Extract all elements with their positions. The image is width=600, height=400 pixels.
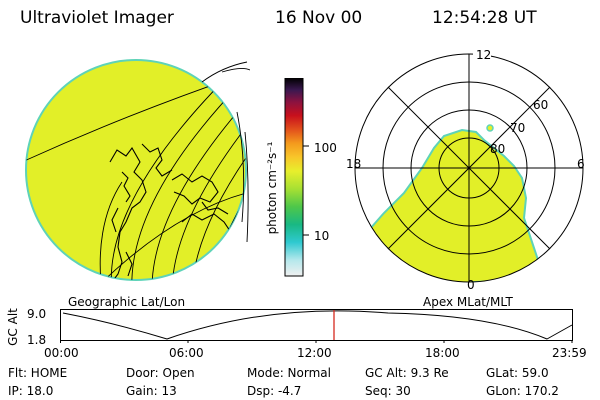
geo-grid-outside	[201, 61, 250, 243]
colorbar-scale	[284, 78, 304, 277]
colorbar-label-10: 10	[314, 229, 330, 243]
mlt-label-top-bg	[473, 48, 491, 61]
mlat-label-70: 70	[510, 121, 526, 135]
dsp-value: Dsp: -4.7	[247, 384, 302, 398]
mode-status: Mode: Normal	[247, 366, 331, 380]
altitude-xtick-2: 12:00	[297, 346, 332, 360]
mlt-label-18: 18	[346, 157, 362, 171]
gain-value: Gain: 13	[126, 384, 177, 398]
colorbar-label-100: 100	[314, 141, 337, 155]
altitude-xtick-1: 06:00	[169, 346, 204, 360]
colorbar-unit-label: photon cm⁻²s⁻¹	[265, 141, 279, 235]
mlt-label-6: 6	[577, 157, 585, 171]
altitude-xticks	[60, 340, 573, 343]
ip-value: IP: 18.0	[8, 384, 54, 398]
geographic-latitude: GLat: 59.0	[486, 366, 549, 380]
polar-grid	[354, 53, 584, 283]
polar-emission-spot	[486, 124, 494, 132]
altitude-plot-frame	[60, 309, 573, 341]
flight-status: Flt: HOME	[8, 366, 68, 380]
mlt-label-0: 0	[467, 278, 475, 292]
altitude-ylabel: GC Alt	[6, 308, 20, 346]
geo-image-disk	[25, 59, 247, 281]
altitude-plot	[60, 309, 573, 343]
polar-image	[354, 48, 584, 283]
apex-panel-label: Apex MLat/MLT	[423, 295, 513, 309]
polar-emission	[360, 128, 546, 282]
colorbar	[284, 78, 309, 277]
geographic-longitude: GLon: 170.2	[486, 384, 559, 398]
altitude-ytick-min: 1.8	[27, 333, 47, 347]
altitude-xtick-4: 23:59	[552, 346, 587, 360]
door-status: Door: Open	[126, 366, 195, 380]
altitude-ytick-max: 9.0	[27, 307, 47, 321]
time-label: 12:54:28 UT	[432, 8, 537, 28]
mlat-label-60: 60	[533, 98, 549, 112]
gc-altitude: GC Alt: 9.3 Re	[365, 366, 449, 380]
geographic-panel-label: Geographic Lat/Lon	[68, 295, 186, 309]
date-label: 16 Nov 00	[275, 8, 363, 28]
instrument-title: Ultraviolet Imager	[20, 8, 174, 28]
altitude-curve	[62, 310, 573, 340]
altitude-xtick-3: 18:00	[425, 346, 460, 360]
geographic-image	[25, 59, 250, 281]
altitude-xtick-0: 00:00	[44, 346, 79, 360]
mlat-label-80: 80	[490, 142, 506, 156]
sequence-value: Seq: 30	[365, 384, 411, 398]
mlt-label-12: 12	[476, 48, 492, 62]
